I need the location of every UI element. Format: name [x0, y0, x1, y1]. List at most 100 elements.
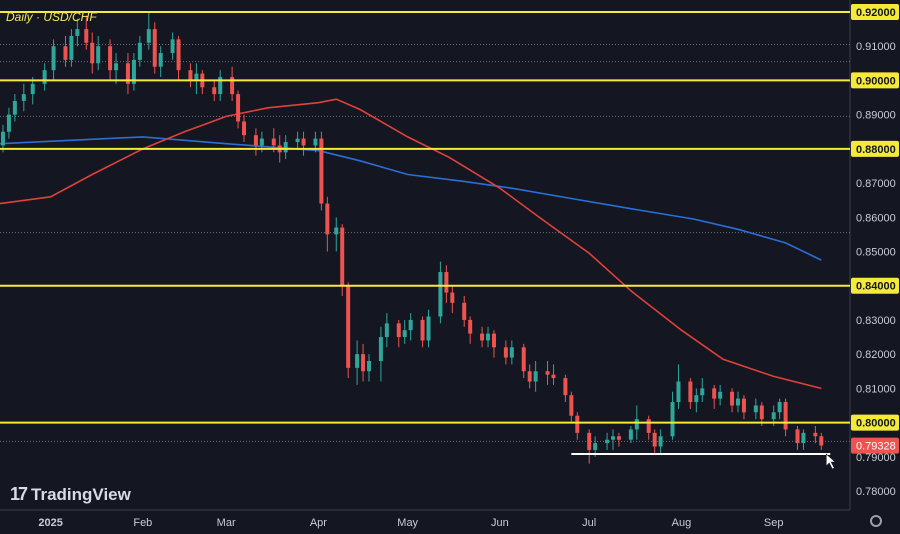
- candle-body-61: [491, 333, 496, 348]
- candle-body-6: [51, 46, 56, 71]
- candle-body-77: [628, 429, 633, 440]
- candle-body-38: [313, 138, 318, 146]
- x-tick-label-5: Jun: [491, 517, 509, 529]
- candle-body-93: [759, 405, 764, 420]
- candle-body-83: [676, 381, 681, 403]
- candle-body-86: [700, 388, 705, 396]
- candle-body-14: [114, 63, 119, 71]
- y-tick-label-8: 0.84000: [856, 281, 896, 293]
- y-tick-label-15: 0.78000: [856, 486, 896, 498]
- candle-body-32: [259, 138, 264, 146]
- y-tick-label-12: 0.80000: [856, 418, 896, 430]
- candle-body-24: [194, 73, 199, 81]
- moving-average-line-0: [0, 136, 822, 261]
- y-tick-label-7: 0.85000: [856, 247, 896, 259]
- x-tick-label-1: Feb: [133, 517, 152, 529]
- candle-body-53: [426, 316, 431, 341]
- candle-body-21: [170, 39, 175, 54]
- candle-body-56: [450, 292, 455, 303]
- candle-body-1: [6, 114, 11, 132]
- candle-body-73: [593, 443, 598, 450]
- candle-body-54: [438, 272, 443, 317]
- candle-body-85: [694, 395, 699, 403]
- y-tick-label-0: 0.92000: [856, 7, 896, 19]
- candle-body-90: [735, 398, 740, 406]
- candle-body-43: [346, 285, 351, 368]
- level-price-tag-8: [851, 277, 899, 294]
- candle-body-17: [137, 42, 142, 60]
- candle-body-72: [587, 432, 592, 450]
- candle-body-19: [152, 29, 157, 67]
- candle-body-18: [146, 29, 151, 43]
- tradingview-logo-text: TradingView: [31, 484, 131, 504]
- last-price-tag: [851, 437, 899, 454]
- candle-body-26: [212, 87, 217, 95]
- candle-body-10: [84, 29, 89, 43]
- tradingview-logo[interactable]: 17 TradingView: [10, 484, 131, 505]
- candle-body-65: [527, 371, 532, 382]
- candle-body-75: [611, 436, 616, 440]
- candle-body-58: [468, 319, 473, 334]
- candle-body-92: [753, 405, 758, 413]
- level-price-tag-0: [851, 4, 899, 20]
- candle-body-94: [771, 412, 776, 420]
- candle-body-67: [545, 371, 550, 375]
- candle-body-49: [396, 323, 401, 338]
- candle-body-50: [402, 330, 407, 338]
- y-tick-label-14: 0.79000: [856, 452, 896, 464]
- candle-body-97: [795, 429, 800, 444]
- x-tick-label-7: Aug: [672, 517, 692, 529]
- candle-body-55: [444, 272, 449, 293]
- candle-body-35: [283, 142, 288, 153]
- x-tick-label-3: Apr: [310, 517, 327, 529]
- candle-body-36: [295, 138, 300, 143]
- candle-body-79: [646, 419, 651, 433]
- candle-body-31: [253, 135, 258, 146]
- x-tick-label-0: 2025: [38, 517, 62, 529]
- y-tick-label-5: 0.87000: [856, 178, 896, 190]
- candle-body-46: [366, 360, 371, 372]
- candle-body-52: [420, 319, 425, 341]
- candle-body-76: [616, 436, 621, 440]
- candle-body-4: [30, 83, 35, 95]
- candle-body-7: [63, 46, 68, 60]
- candle-body-80: [652, 432, 657, 447]
- candle-body-28: [230, 77, 235, 95]
- candle-body-37: [301, 138, 306, 146]
- candle-body-48: [384, 323, 389, 338]
- candle-body-15: [125, 63, 130, 84]
- candle-body-74: [605, 439, 610, 444]
- candle-body-2: [12, 100, 17, 115]
- y-tick-label-11: 0.81000: [856, 383, 896, 395]
- level-price-tag-2: [851, 72, 899, 89]
- candle-body-33: [271, 138, 276, 146]
- candle-body-42: [340, 227, 345, 286]
- candle-body-51: [408, 319, 413, 331]
- y-tick-label-1: 0.91000: [856, 41, 896, 53]
- candle-body-57: [462, 302, 467, 320]
- candle-body-39: [319, 138, 324, 204]
- candle-body-89: [730, 391, 735, 406]
- candle-body-71: [575, 415, 580, 433]
- y-tick-label-2: 0.90000: [856, 75, 896, 87]
- candle-body-23: [188, 70, 193, 81]
- y-tick-label-6: 0.86000: [856, 212, 896, 224]
- candle-body-13: [108, 46, 113, 71]
- candle-body-68: [551, 374, 556, 379]
- candle-body-87: [712, 388, 717, 399]
- settings-gear-icon[interactable]: [870, 515, 882, 527]
- candle-body-88: [718, 391, 723, 399]
- level-price-tag-12: [851, 414, 899, 431]
- candle-body-99: [813, 432, 818, 437]
- y-tick-label-10: 0.82000: [856, 349, 896, 361]
- candle-body-45: [361, 354, 366, 372]
- candle-body-27: [218, 77, 223, 95]
- y-tick-label-9: 0.83000: [856, 315, 896, 327]
- level-price-tag-4: [851, 140, 899, 157]
- x-tick-label-4: May: [397, 517, 418, 529]
- candle-body-44: [355, 354, 360, 368]
- candle-body-16: [131, 59, 136, 84]
- mouse-cursor-icon: [825, 453, 837, 470]
